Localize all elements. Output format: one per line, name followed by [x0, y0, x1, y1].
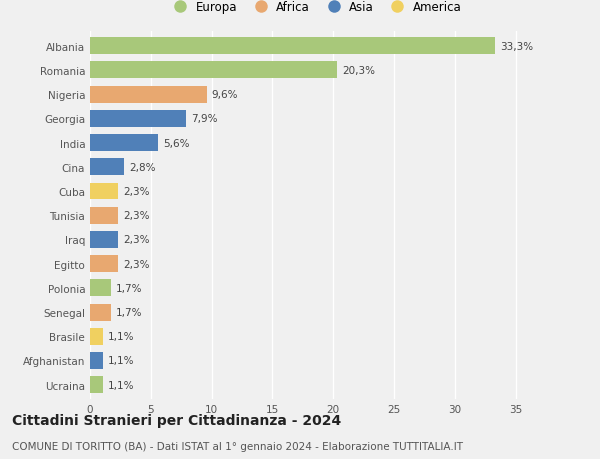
Text: Cittadini Stranieri per Cittadinanza - 2024: Cittadini Stranieri per Cittadinanza - 2… — [12, 413, 341, 427]
Text: 1,1%: 1,1% — [108, 331, 135, 341]
Text: 1,1%: 1,1% — [108, 356, 135, 366]
Text: 5,6%: 5,6% — [163, 138, 190, 148]
Bar — [90, 231, 118, 248]
Text: 1,7%: 1,7% — [116, 283, 142, 293]
Text: 1,1%: 1,1% — [108, 380, 135, 390]
Text: 2,3%: 2,3% — [123, 235, 149, 245]
Bar — [90, 280, 110, 297]
Bar — [90, 135, 158, 152]
Text: 1,7%: 1,7% — [116, 308, 142, 317]
Bar — [90, 111, 186, 128]
Bar — [90, 183, 118, 200]
Legend: Europa, Africa, Asia, America: Europa, Africa, Asia, America — [164, 0, 466, 19]
Bar — [90, 328, 103, 345]
Bar — [90, 159, 124, 176]
Text: 2,3%: 2,3% — [123, 186, 149, 196]
Text: 2,3%: 2,3% — [123, 259, 149, 269]
Bar — [90, 86, 207, 103]
Text: 7,9%: 7,9% — [191, 114, 217, 124]
Bar — [90, 376, 103, 393]
Bar — [90, 62, 337, 79]
Text: COMUNE DI TORITTO (BA) - Dati ISTAT al 1° gennaio 2024 - Elaborazione TUTTITALIA: COMUNE DI TORITTO (BA) - Dati ISTAT al 1… — [12, 441, 463, 451]
Bar — [90, 304, 110, 321]
Text: 9,6%: 9,6% — [212, 90, 238, 100]
Text: 2,3%: 2,3% — [123, 211, 149, 221]
Bar — [90, 207, 118, 224]
Text: 33,3%: 33,3% — [500, 42, 533, 51]
Bar — [90, 256, 118, 273]
Text: 2,8%: 2,8% — [129, 162, 155, 173]
Bar — [90, 38, 495, 55]
Text: 20,3%: 20,3% — [342, 66, 375, 76]
Bar — [90, 352, 103, 369]
